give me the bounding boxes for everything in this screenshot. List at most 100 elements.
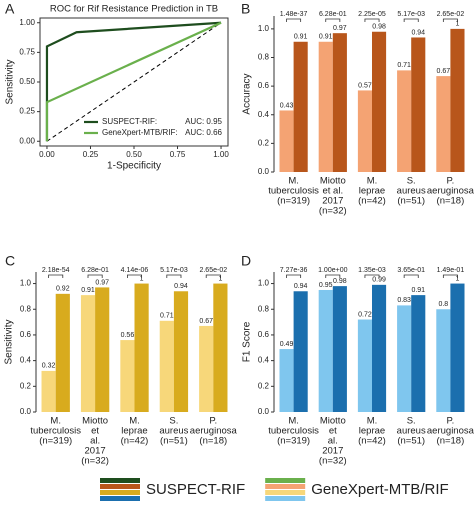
bar [95,287,110,412]
bar [120,340,135,412]
reference-diagonal [46,22,222,142]
y-tick-label: 0.8 [20,304,32,313]
significance-bracket [127,274,142,278]
y-tick-label: 0.4 [258,110,270,119]
x-tick-label: M. [367,416,378,427]
significance-bracket [166,274,182,278]
value-label: 0.91 [411,287,425,294]
x-tick-label: 0.75 [170,150,186,159]
bar [332,33,347,172]
y-tick-label: 0.00 [19,136,35,145]
legend-swatch [265,478,306,483]
p-value: 1.00e+00 [318,267,347,274]
y-tick-label: 0.6 [20,330,32,339]
panel-letter: B [241,1,250,17]
x-tick-label: tuberculosis [30,426,81,437]
legend-label: SUSPECT-RIF: [102,117,157,126]
legend-label: GeneXpert-MTB/RIF: [102,128,178,137]
bar [357,319,372,412]
x-tick-label: P. [447,176,455,187]
value-label: 0.97 [333,25,347,32]
y-tick-label: 1.0 [258,24,270,33]
x-axis-label: 1-Specificity [107,161,161,172]
x-tick-label: (n=32) [319,206,347,217]
bar [173,291,189,412]
x-tick-label: et [91,426,99,437]
x-tick-label: S. [407,416,416,427]
x-tick-label: M. [129,416,140,427]
x-tick-label: M. [367,176,378,187]
legend-annotation: AUC: 0.66 [185,128,222,137]
legend-swatch [265,490,306,495]
y-tick-label: 1.00 [19,18,35,27]
value-label: 0.57 [358,82,372,89]
y-axis-label: Sensitivity [4,319,15,364]
value-label: 1 [218,275,222,282]
x-tick-label: Miotto [82,416,108,427]
value-label: 0.91 [81,287,95,294]
bar [55,293,70,412]
x-tick-label: al. [90,436,100,447]
x-tick-label: 2017 [322,196,343,207]
bar [41,370,56,412]
panel-letter: A [5,1,15,17]
bar [293,291,308,412]
y-tick-label: 0.2 [258,138,270,147]
x-tick-label: (n=18) [437,436,465,447]
y-tick-label: 0.50 [19,77,35,86]
value-label: 0.94 [411,29,425,36]
roc-curve [45,21,222,142]
y-tick-label: 0.4 [258,356,270,365]
value-label: 0.67 [199,318,213,325]
x-tick-label: al. [328,436,338,447]
bar [293,41,308,172]
y-tick-label: 0.8 [258,304,270,313]
value-label: 1 [456,275,460,282]
bar [318,41,333,172]
legend-label: GeneXpert-MTB/RIF [311,481,449,498]
x-tick-label: et [329,426,337,437]
value-label: 0.95 [319,282,333,289]
x-tick-label: tuberculosis [268,186,319,197]
significance-bracket [286,274,302,278]
bar [436,76,451,172]
legend-label: SUSPECT-RIF [146,481,245,498]
p-value: 1.35e-03 [358,267,386,274]
x-tick-label: et al. [322,186,343,197]
p-value: 6.28e-01 [81,267,109,274]
value-label: 0.98 [372,24,386,31]
significance-bracket [442,274,458,278]
y-tick-label: 0.0 [258,407,270,416]
x-tick-label: leprae [359,186,385,197]
x-tick-label: (n=42) [121,436,149,447]
bar [436,309,451,412]
x-tick-label: Miotto [320,416,346,427]
y-tick-label: 0.0 [20,407,32,416]
significance-bracket [286,18,302,22]
value-label: 0.94 [174,283,188,290]
chart-title: ROC for Rif Resistance Prediction in TB [50,4,218,15]
p-value: 7.27e-36 [280,267,308,274]
x-tick-label: (n=18) [437,196,465,207]
x-tick-label: P. [447,416,455,427]
y-tick-label: 0.6 [258,330,270,339]
x-tick-label: (n=42) [358,196,386,207]
panel-letter: C [5,253,15,269]
x-tick-label: (n=319) [277,196,310,207]
value-label: 0.56 [121,332,135,339]
x-tick-label: aureus [159,426,188,437]
bar [279,349,294,412]
p-value: 2.65e-02 [199,267,227,274]
bar [372,284,387,412]
y-tick-label: 0.75 [19,47,35,56]
bar [397,70,412,172]
bar [332,286,347,412]
bar [397,305,412,412]
y-tick-label: 0.0 [258,167,270,176]
value-label: 0.71 [160,313,174,320]
bar [357,90,372,172]
value-label: 1 [456,21,460,28]
p-value: 4.14e-06 [121,267,149,274]
legend-swatch [100,496,140,501]
y-tick-label: 0.6 [258,81,270,90]
